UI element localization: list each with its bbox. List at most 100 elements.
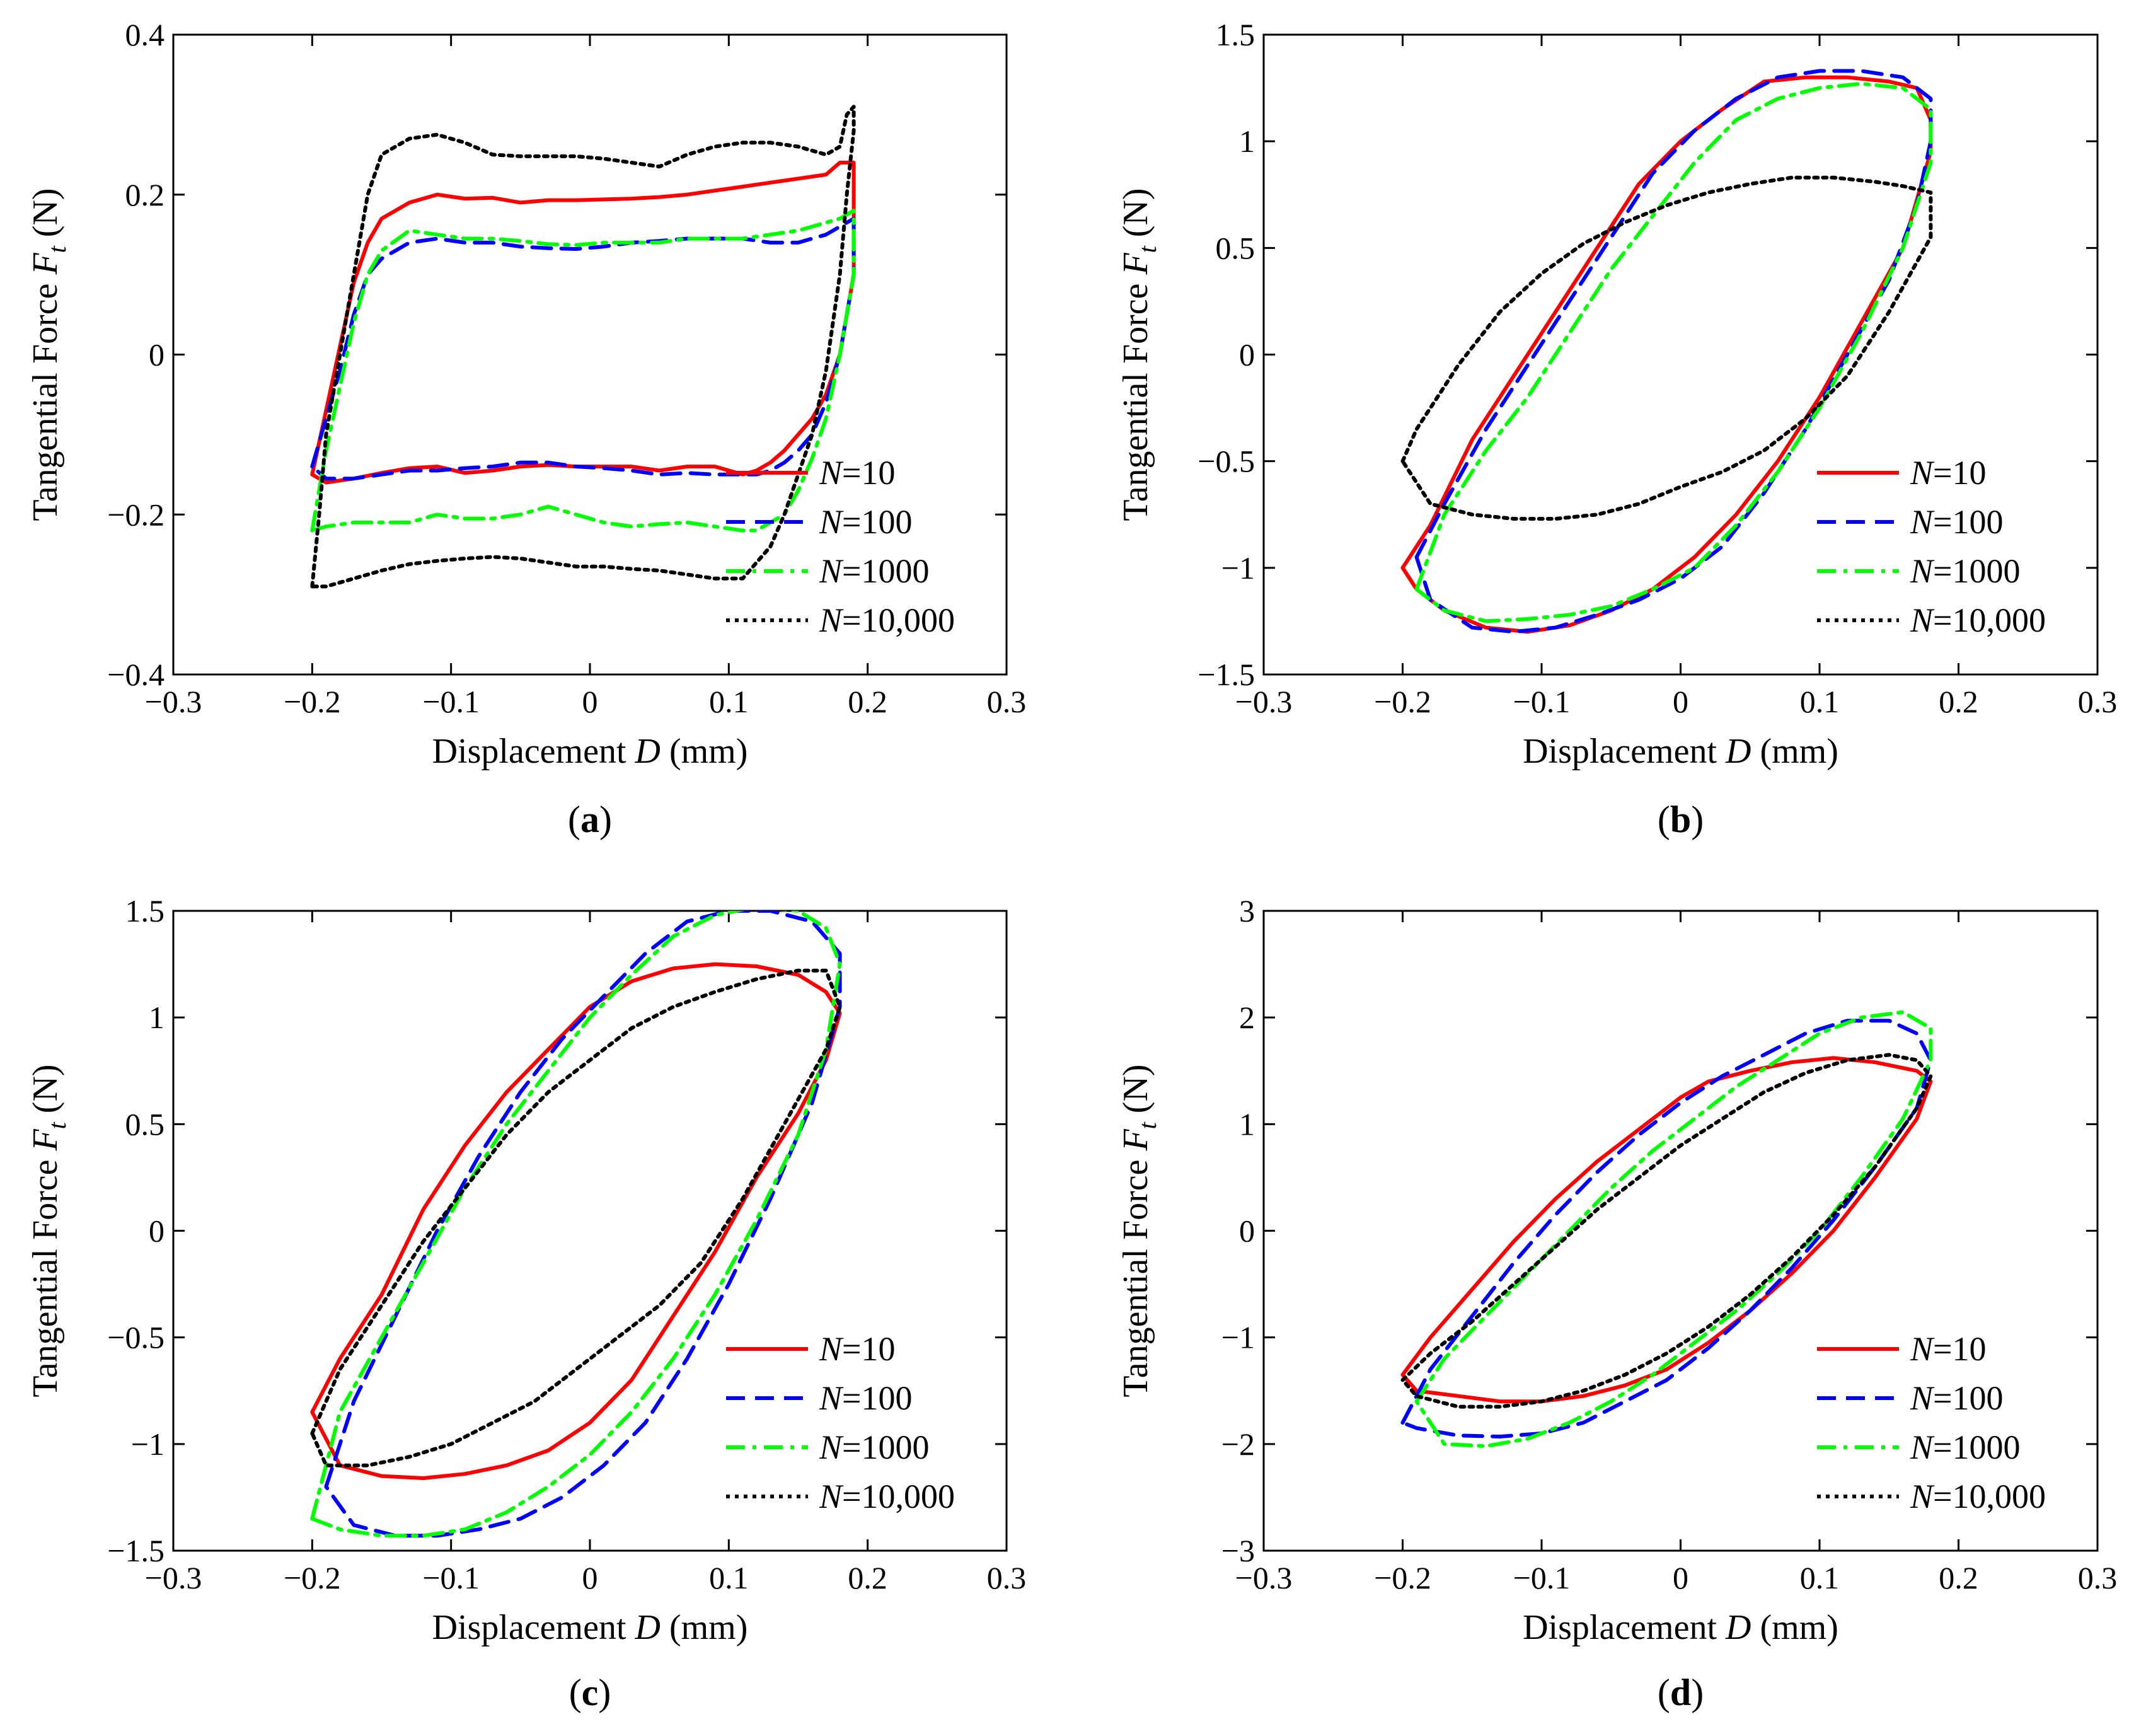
x-axis-label: Displacement D (mm) xyxy=(432,1608,748,1647)
legend-label: N=1000 xyxy=(1910,552,2021,590)
y-tick-label: 1.5 xyxy=(1216,17,1255,52)
legend-label: N=10,000 xyxy=(1910,1478,2046,1515)
chart-panel-c: −0.3 −0.2 −0.1 0 0.1 0.2 0.3 −1.5 −1 −0.5 0 0.5 1 1.5… xyxy=(26,893,1026,1713)
y-tick-label: 0.2 xyxy=(125,177,165,212)
legend-label: N=1000 xyxy=(819,552,930,590)
y-tick-label: −1.5 xyxy=(107,1533,164,1568)
legend-label: N=100 xyxy=(819,1379,913,1417)
y-tick-label: 1 xyxy=(1239,1106,1255,1142)
x-tick-label: −0.3 xyxy=(1235,684,1293,719)
panel-label: (b) xyxy=(1658,799,1704,840)
x-axis-label: Displacement D (mm) xyxy=(1523,732,1838,771)
legend-label: N=10 xyxy=(819,454,896,492)
y-axis-label: Tangential Force Ft (N) xyxy=(26,1064,71,1397)
x-tick-label: −0.1 xyxy=(422,684,480,719)
series-line-1000 xyxy=(310,911,842,1538)
legend: N=10 N=100 N=1000 N=10,000 xyxy=(1817,1330,2046,1515)
legend-label: N=1000 xyxy=(1910,1428,2021,1466)
panel-label: (d) xyxy=(1658,1672,1704,1713)
legend-label: N=100 xyxy=(819,503,913,541)
x-axis-label: Displacement D (mm) xyxy=(432,732,748,771)
y-tick-label: −3 xyxy=(1221,1533,1255,1568)
y-tick-label: 0 xyxy=(149,337,164,373)
y-tick-label: 0 xyxy=(1239,1213,1255,1249)
x-tick-label: 0.2 xyxy=(848,684,887,719)
series-line-10000 xyxy=(1400,175,1933,521)
y-tick-label: −0.2 xyxy=(107,497,164,532)
series-line-100 xyxy=(324,911,842,1538)
y-tick-label: 0 xyxy=(149,1213,164,1249)
y-axis-label: Tangential Force Ft (N) xyxy=(26,188,71,521)
x-tick-label: 0 xyxy=(1673,1560,1688,1595)
legend: N=10 N=100 N=1000 N=10,000 xyxy=(726,454,955,639)
x-tick-label: −0.1 xyxy=(1513,684,1571,719)
x-tick-label: −0.3 xyxy=(145,1560,202,1595)
x-tick-label: 0.3 xyxy=(2078,684,2118,719)
series-line-10000 xyxy=(1400,1053,1933,1409)
x-tick-label: 0.1 xyxy=(709,1560,749,1595)
chart-panel-d: −0.3 −0.2 −0.1 0 0.1 0.2 0.3 −3 −2 −1 0 1 2 3 Displace… xyxy=(1116,893,2117,1713)
series-line-1000 xyxy=(1414,1010,1933,1449)
series-line-10000 xyxy=(310,968,842,1467)
x-tick-label: 0.1 xyxy=(1800,1560,1840,1595)
y-tick-label: 0 xyxy=(1239,337,1255,373)
series-line-10 xyxy=(1400,1056,1933,1404)
x-tick-label: 0.2 xyxy=(1939,684,1978,719)
x-tick-label: 0.1 xyxy=(1800,684,1840,719)
x-tick-label: −0.1 xyxy=(1513,1560,1571,1595)
legend-label: N=100 xyxy=(1910,503,2004,541)
x-tick-label: 0.2 xyxy=(1939,1560,1978,1595)
x-tick-label: 0 xyxy=(1673,684,1688,719)
x-tick-label: 0.3 xyxy=(987,684,1027,719)
series-group xyxy=(310,911,842,1538)
x-tick-label: 0.3 xyxy=(2078,1560,2118,1595)
legend-label: N=10,000 xyxy=(819,601,955,639)
chart-panel-b: −0.3 −0.2 −0.1 0 0.1 0.2 0.3 −1.5 −1 −0.5 0 0.5 1 1.5… xyxy=(1116,17,2117,840)
x-tick-label: −0.2 xyxy=(284,1560,341,1595)
y-tick-label: −2 xyxy=(1221,1426,1255,1462)
y-tick-label: 1 xyxy=(1239,124,1255,159)
y-tick-label: 0.4 xyxy=(125,17,165,52)
series-line-1000 xyxy=(1414,81,1933,623)
x-tick-label: 0.2 xyxy=(848,1560,887,1595)
y-tick-label: −1 xyxy=(131,1426,164,1462)
legend-label: N=1000 xyxy=(819,1428,930,1466)
x-axis-label: Displacement D (mm) xyxy=(1523,1608,1838,1647)
legend-label: N=10,000 xyxy=(1910,601,2046,639)
x-tick-label: 0 xyxy=(582,684,598,719)
y-tick-label: −0.5 xyxy=(1197,444,1255,479)
legend: N=10 N=100 N=1000 N=10,000 xyxy=(726,1330,955,1515)
y-tick-label: 1 xyxy=(149,1000,164,1035)
chart-panel-a: −0.3 −0.2 −0.1 0 0.1 0.2 0.3 −0.4 −0.2 0 0.2 0.4 Dis… xyxy=(26,17,1026,840)
x-tick-label: −0.3 xyxy=(145,684,202,719)
y-tick-label: −1 xyxy=(1221,550,1255,586)
y-axis-label: Tangential Force Ft (N) xyxy=(1116,188,1162,521)
x-tick-label: −0.2 xyxy=(1374,1560,1431,1595)
legend-label: N=10 xyxy=(1910,454,1987,492)
legend-label: N=100 xyxy=(1910,1379,2004,1417)
y-tick-label: 0.5 xyxy=(1216,230,1255,265)
panel-label: (c) xyxy=(569,1672,611,1713)
x-tick-label: −0.2 xyxy=(1374,684,1431,719)
x-tick-label: 0.3 xyxy=(987,1560,1027,1595)
y-tick-label: 3 xyxy=(1239,893,1255,929)
x-tick-label: 0.1 xyxy=(709,684,749,719)
series-group xyxy=(1400,1010,1933,1449)
y-tick-label: −1.5 xyxy=(1197,657,1255,692)
panel-label: (a) xyxy=(568,799,612,840)
x-tick-label: −0.3 xyxy=(1235,1560,1293,1595)
series-group xyxy=(310,105,856,589)
y-tick-label: 0.5 xyxy=(125,1106,165,1142)
x-tick-label: 0 xyxy=(582,1560,598,1595)
y-axis-label: Tangential Force Ft (N) xyxy=(1116,1064,1162,1397)
y-tick-label: −1 xyxy=(1221,1320,1255,1355)
x-tick-label: −0.2 xyxy=(284,684,341,719)
series-line-1000 xyxy=(310,209,856,533)
x-tick-label: −0.1 xyxy=(422,1560,480,1595)
y-tick-label: −0.5 xyxy=(107,1320,164,1355)
series-group xyxy=(1400,69,1933,634)
legend-label: N=10,000 xyxy=(819,1478,955,1515)
legend-label: N=10 xyxy=(1910,1330,1987,1368)
